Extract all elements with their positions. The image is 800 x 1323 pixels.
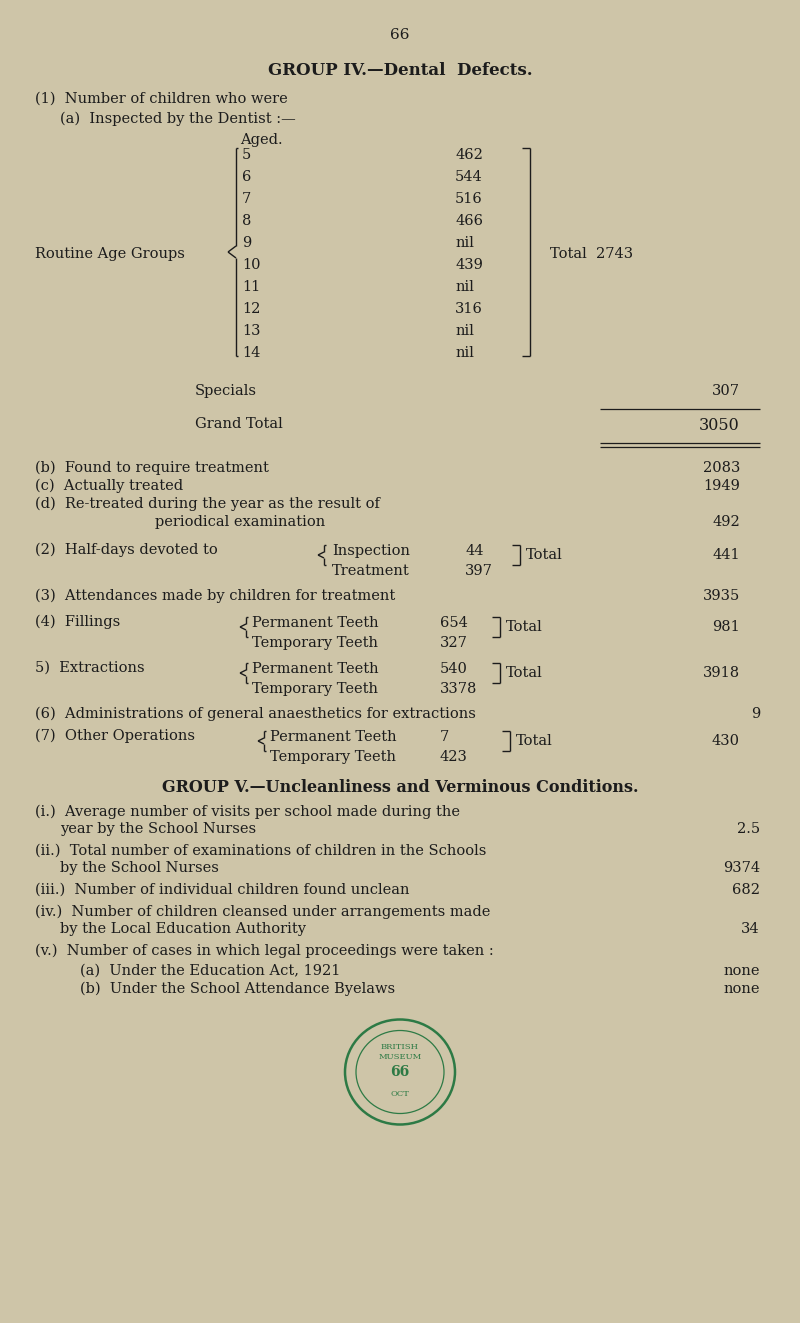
Text: 466: 466 xyxy=(455,214,483,228)
Text: BRITISH: BRITISH xyxy=(381,1043,419,1050)
Text: 307: 307 xyxy=(712,384,740,398)
Text: 9: 9 xyxy=(242,235,251,250)
Text: (d)  Re-treated during the year as the result of: (d) Re-treated during the year as the re… xyxy=(35,497,380,512)
Text: (a)  Inspected by the Dentist :—: (a) Inspected by the Dentist :— xyxy=(60,112,296,127)
Text: 3935: 3935 xyxy=(702,589,740,603)
Text: 11: 11 xyxy=(242,280,260,294)
Text: 66: 66 xyxy=(390,28,410,42)
Text: 3050: 3050 xyxy=(699,417,740,434)
Text: 516: 516 xyxy=(455,192,482,206)
Text: periodical examination: periodical examination xyxy=(155,515,326,529)
Text: 981: 981 xyxy=(712,620,740,634)
Text: 14: 14 xyxy=(242,347,260,360)
Text: 441: 441 xyxy=(712,548,740,562)
Text: nil: nil xyxy=(455,347,474,360)
Text: (ii.)  Total number of examinations of children in the Schools: (ii.) Total number of examinations of ch… xyxy=(35,844,486,859)
Text: Temporary Teeth: Temporary Teeth xyxy=(252,636,378,650)
Text: Temporary Teeth: Temporary Teeth xyxy=(252,681,378,696)
Text: 10: 10 xyxy=(242,258,261,273)
Text: 8: 8 xyxy=(242,214,251,228)
Text: nil: nil xyxy=(455,280,474,294)
Text: (iii.)  Number of individual children found unclean: (iii.) Number of individual children fou… xyxy=(35,882,410,897)
Text: 5)  Extractions: 5) Extractions xyxy=(35,662,145,675)
Text: (i.)  Average number of visits per school made during the: (i.) Average number of visits per school… xyxy=(35,804,460,819)
Text: 12: 12 xyxy=(242,302,260,316)
Text: Temporary Teeth: Temporary Teeth xyxy=(270,750,396,763)
Text: (v.)  Number of cases in which legal proceedings were taken :: (v.) Number of cases in which legal proc… xyxy=(35,945,494,958)
Text: Specials: Specials xyxy=(195,384,257,398)
Text: Permanent Teeth: Permanent Teeth xyxy=(252,662,378,676)
Text: (3)  Attendances made by children for treatment: (3) Attendances made by children for tre… xyxy=(35,589,395,603)
Text: 13: 13 xyxy=(242,324,261,337)
Text: Grand Total: Grand Total xyxy=(195,417,282,431)
Text: 430: 430 xyxy=(712,734,740,747)
Text: (iv.)  Number of children cleansed under arrangements made: (iv.) Number of children cleansed under … xyxy=(35,905,490,919)
Text: 9374: 9374 xyxy=(723,861,760,875)
Text: (c)  Actually treated: (c) Actually treated xyxy=(35,479,183,493)
Text: Total: Total xyxy=(506,620,542,634)
Text: Permanent Teeth: Permanent Teeth xyxy=(270,730,397,744)
Text: (b)  Found to require treatment: (b) Found to require treatment xyxy=(35,460,269,475)
Text: 423: 423 xyxy=(440,750,468,763)
Text: year by the School Nurses: year by the School Nurses xyxy=(60,822,256,836)
Text: GROUP V.—Uncleanliness and Verminous Conditions.: GROUP V.—Uncleanliness and Verminous Con… xyxy=(162,779,638,796)
Text: OCT: OCT xyxy=(390,1090,410,1098)
Text: (4)  Fillings: (4) Fillings xyxy=(35,615,120,630)
Text: Inspection: Inspection xyxy=(332,544,410,558)
Text: Treatment: Treatment xyxy=(332,564,410,578)
Text: 439: 439 xyxy=(455,258,483,273)
Text: 7: 7 xyxy=(440,730,450,744)
Text: (b)  Under the School Attendance Byelaws: (b) Under the School Attendance Byelaws xyxy=(80,982,395,996)
Text: by the School Nurses: by the School Nurses xyxy=(60,861,219,875)
Text: Aged.: Aged. xyxy=(240,134,282,147)
Text: 9: 9 xyxy=(750,706,760,721)
Text: 462: 462 xyxy=(455,148,483,161)
Text: 5: 5 xyxy=(242,148,251,161)
Text: nil: nil xyxy=(455,235,474,250)
Text: Total: Total xyxy=(516,734,553,747)
Text: (1)  Number of children who were: (1) Number of children who were xyxy=(35,93,288,106)
Text: (2)  Half-days devoted to: (2) Half-days devoted to xyxy=(35,542,218,557)
Text: MUSEUM: MUSEUM xyxy=(378,1053,422,1061)
Text: Total: Total xyxy=(526,548,562,562)
Text: 544: 544 xyxy=(455,169,482,184)
Text: none: none xyxy=(723,982,760,996)
Text: 7: 7 xyxy=(242,192,251,206)
Text: Permanent Teeth: Permanent Teeth xyxy=(252,617,378,630)
Text: 682: 682 xyxy=(732,882,760,897)
Text: (6)  Administrations of general anaesthetics for extractions: (6) Administrations of general anaesthet… xyxy=(35,706,476,721)
Text: 2083: 2083 xyxy=(702,460,740,475)
Text: 34: 34 xyxy=(742,922,760,935)
Text: 316: 316 xyxy=(455,302,483,316)
Text: 3378: 3378 xyxy=(440,681,478,696)
Text: 2.5: 2.5 xyxy=(737,822,760,836)
Text: 397: 397 xyxy=(465,564,493,578)
Text: 327: 327 xyxy=(440,636,468,650)
Text: (7)  Other Operations: (7) Other Operations xyxy=(35,729,195,744)
Text: GROUP IV.—Dental  Defects.: GROUP IV.—Dental Defects. xyxy=(268,62,532,79)
Text: 654: 654 xyxy=(440,617,468,630)
Text: 540: 540 xyxy=(440,662,468,676)
Text: 1949: 1949 xyxy=(703,479,740,493)
Text: 492: 492 xyxy=(712,515,740,529)
Text: Total: Total xyxy=(506,665,542,680)
Text: 3918: 3918 xyxy=(703,665,740,680)
Text: nil: nil xyxy=(455,324,474,337)
Text: none: none xyxy=(723,964,760,978)
Text: 66: 66 xyxy=(390,1065,410,1080)
Text: Total  2743: Total 2743 xyxy=(550,247,633,261)
Text: (a)  Under the Education Act, 1921: (a) Under the Education Act, 1921 xyxy=(80,964,340,978)
Text: 6: 6 xyxy=(242,169,251,184)
Text: 44: 44 xyxy=(465,544,483,558)
Text: by the Local Education Authority: by the Local Education Authority xyxy=(60,922,306,935)
Text: Routine Age Groups: Routine Age Groups xyxy=(35,247,185,261)
